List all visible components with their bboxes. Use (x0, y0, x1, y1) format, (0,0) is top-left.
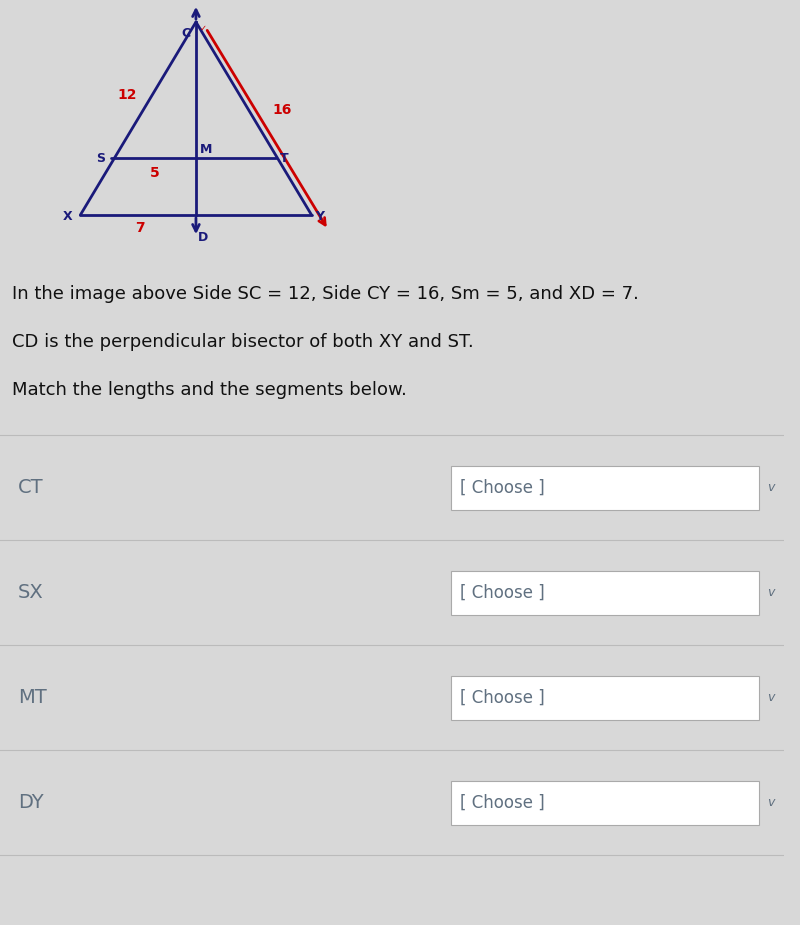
Text: v: v (767, 691, 774, 704)
Text: D: D (198, 231, 208, 244)
Text: T: T (280, 152, 289, 165)
Text: CD is the perpendicular bisector of both XY and ST.: CD is the perpendicular bisector of both… (12, 333, 474, 351)
Text: S: S (96, 152, 105, 165)
Text: Y: Y (315, 211, 325, 224)
Text: X: X (63, 211, 73, 224)
Text: 12: 12 (118, 88, 137, 102)
Text: DY: DY (18, 793, 43, 812)
Text: MT: MT (18, 688, 46, 707)
FancyBboxPatch shape (450, 465, 759, 510)
Text: C: C (181, 27, 190, 40)
Text: 7: 7 (135, 221, 145, 235)
Text: SX: SX (18, 583, 43, 602)
Text: CT: CT (18, 478, 43, 497)
Text: [ Choose ]: [ Choose ] (461, 688, 546, 707)
FancyBboxPatch shape (450, 675, 759, 720)
Text: 5: 5 (150, 166, 160, 180)
Text: v: v (767, 481, 774, 494)
FancyBboxPatch shape (450, 571, 759, 614)
Text: ✓: ✓ (200, 24, 207, 33)
Text: v: v (767, 586, 774, 599)
Text: 16: 16 (272, 103, 292, 117)
Text: In the image above Side SC = 12, Side CY = 16, Sm = 5, and XD = 7.: In the image above Side SC = 12, Side CY… (12, 285, 638, 303)
Text: [ Choose ]: [ Choose ] (461, 584, 546, 601)
Text: v: v (767, 796, 774, 809)
Text: M: M (200, 143, 212, 156)
Text: [ Choose ]: [ Choose ] (461, 478, 546, 497)
Text: Match the lengths and the segments below.: Match the lengths and the segments below… (12, 381, 406, 399)
FancyBboxPatch shape (450, 781, 759, 824)
Text: [ Choose ]: [ Choose ] (461, 794, 546, 811)
